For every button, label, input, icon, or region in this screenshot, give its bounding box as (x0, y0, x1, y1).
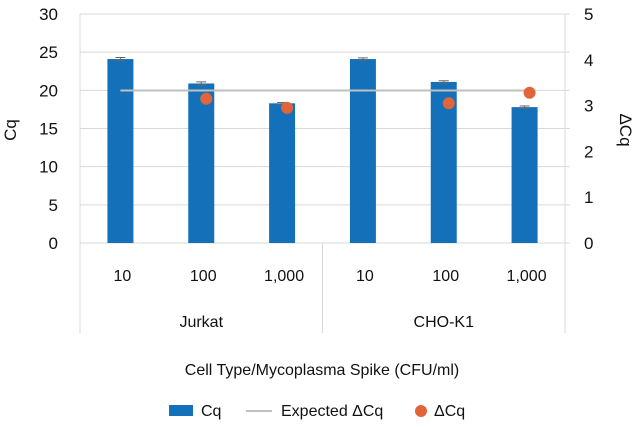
bar (188, 83, 215, 243)
x-tick-label: 10 (356, 268, 374, 285)
scatter-point (442, 97, 455, 110)
error-bar (115, 57, 126, 62)
x-tick-label: 10 (114, 268, 132, 285)
x-tick-label: 1,000 (264, 268, 304, 285)
bar (430, 81, 457, 243)
y2-tick-label: 5 (584, 5, 593, 24)
legend-label-dcq: ΔCq (434, 403, 465, 420)
legend-swatch-dcq (415, 405, 427, 417)
y2-tick-label: 2 (584, 142, 593, 161)
scatter-point (200, 92, 213, 105)
x-tick-label: 100 (432, 268, 459, 285)
y2-tick-label: 3 (584, 97, 593, 116)
y-tick-label: 25 (39, 43, 58, 62)
legend-label-expected: Expected ΔCq (281, 403, 383, 420)
y2-tick-label: 0 (584, 234, 593, 253)
bar (269, 103, 296, 243)
scatter-point (523, 86, 536, 99)
y-tick-label: 0 (49, 234, 58, 253)
y2-tick-label: 1 (584, 188, 593, 207)
y2-tick-label: 4 (584, 51, 593, 70)
legend-label-cq: Cq (201, 403, 221, 420)
y-tick-label: 15 (39, 120, 58, 139)
bar (107, 59, 134, 243)
x-tick-label: 1,000 (507, 268, 547, 285)
error-bar (438, 80, 449, 84)
y-tick-label: 30 (39, 5, 58, 24)
error-bar (196, 81, 207, 86)
y-tick-label: 5 (49, 196, 58, 215)
error-bar (519, 105, 530, 109)
y-tick-label: 20 (39, 81, 58, 100)
y-axis-title: Cq (1, 119, 20, 141)
bar (511, 107, 538, 243)
legend-swatch-cq (169, 405, 193, 416)
error-bar (357, 57, 368, 61)
y-tick-label: 10 (39, 158, 58, 177)
scatter-point (281, 101, 294, 114)
group-label: Jurkat (179, 314, 223, 331)
group-label: CHO-K1 (414, 314, 475, 331)
bar (349, 59, 376, 243)
x-axis-title: Cell Type/Mycoplasma Spike (CFU/ml) (185, 362, 459, 379)
x-tick-label: 100 (190, 268, 217, 285)
y2-axis-title: ΔCq (616, 113, 635, 146)
